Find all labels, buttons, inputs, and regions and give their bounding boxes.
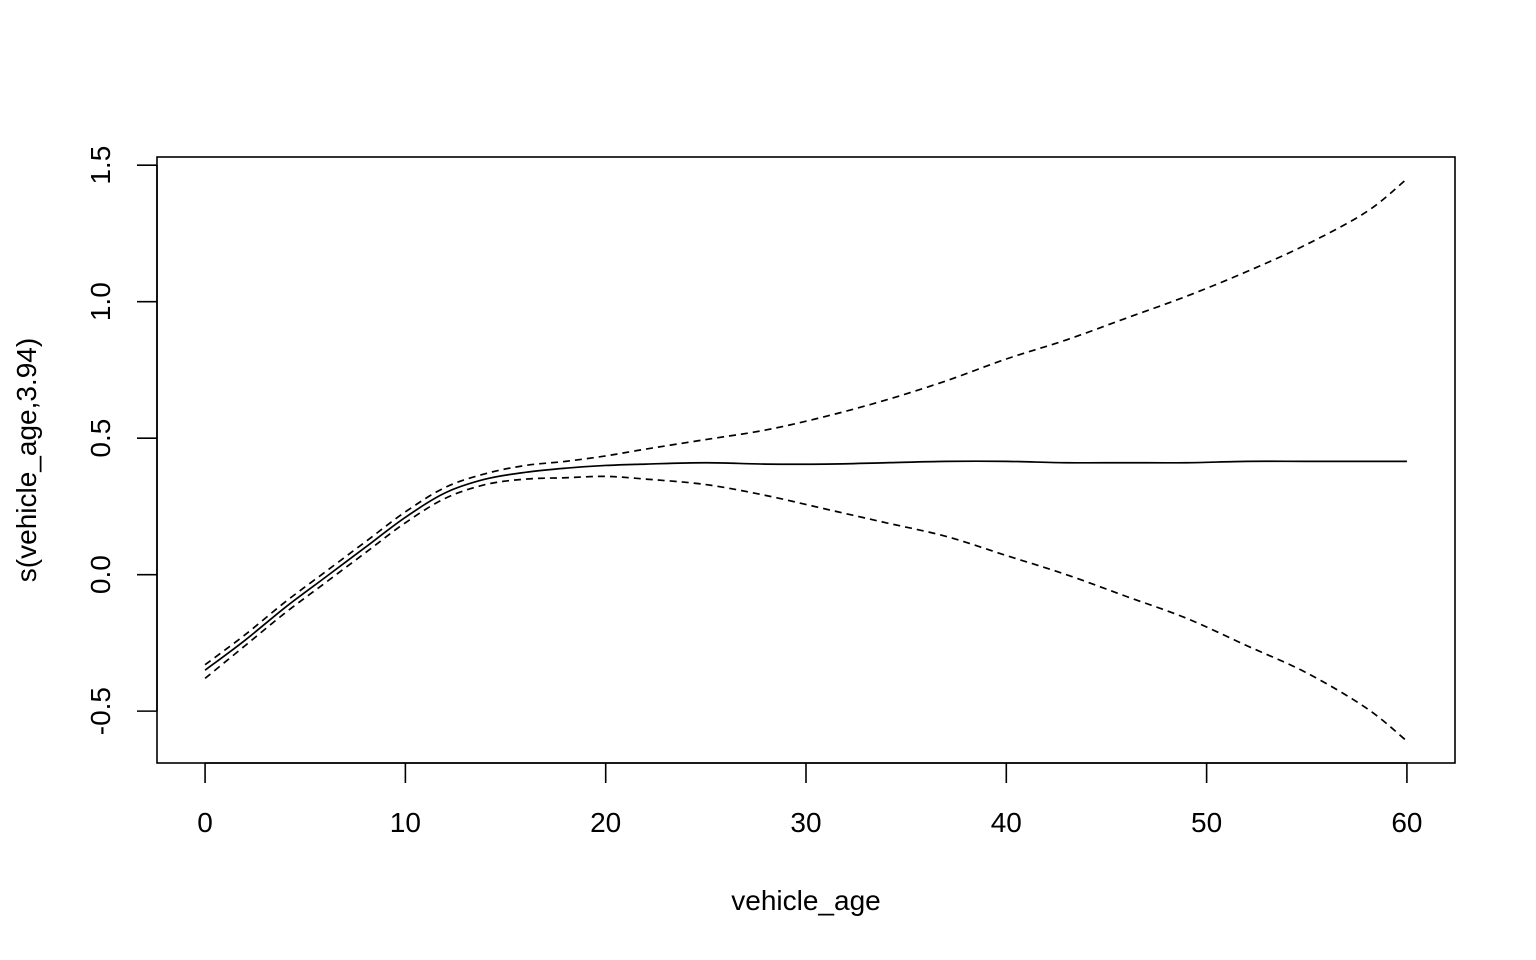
x-axis: 0 10 20 30 40 50 60	[197, 762, 1423, 838]
plot-frame	[156, 156, 1456, 764]
y-tick-label: 0.5	[85, 419, 116, 458]
series-group	[204, 178, 1408, 742]
x-tick-label: 40	[991, 807, 1022, 838]
x-tick-label: 20	[590, 807, 621, 838]
x-axis-label: vehicle_age	[731, 885, 880, 916]
smooth-estimate-line	[204, 460, 1407, 671]
x-tick-label: 0	[197, 807, 213, 838]
y-tick-label: 0.0	[85, 555, 116, 594]
x-tick-label: 30	[790, 807, 821, 838]
y-axis: -0.5 0.0 0.5 1.0 1.5	[85, 146, 158, 735]
y-tick-label: 1.0	[85, 282, 116, 321]
x-tick-label: 10	[390, 807, 421, 838]
lower-confidence-band	[204, 475, 1408, 742]
x-tick-label: 60	[1391, 807, 1422, 838]
y-axis-label: s(vehicle_age,3.94)	[11, 338, 42, 582]
y-tick-label: 1.5	[85, 146, 116, 185]
x-tick-label: 50	[1191, 807, 1222, 838]
y-tick-label: -0.5	[85, 687, 116, 735]
upper-confidence-band	[204, 178, 1408, 666]
